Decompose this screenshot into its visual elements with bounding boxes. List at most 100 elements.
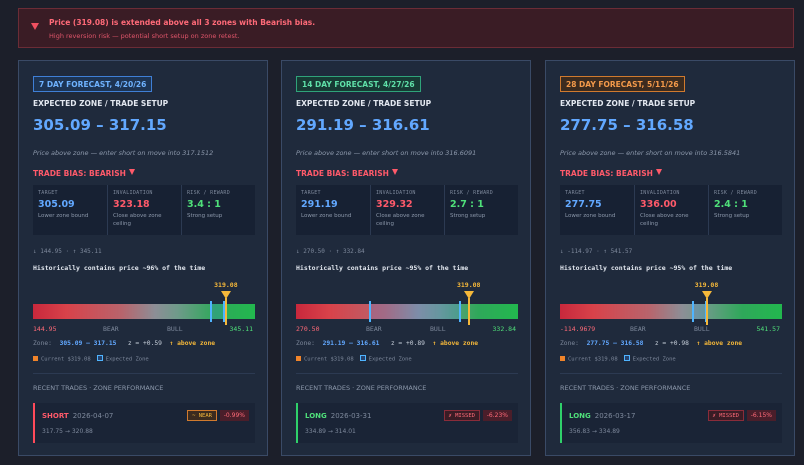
trade-row[interactable]: LONG 2026-03-31 334.89 → 314.01 ✗ MISSED … [296, 403, 518, 443]
zone-lower-edge [368, 301, 371, 322]
zone-summary-position: ↑ above zone [432, 340, 479, 347]
stat-invalidation-value: 329.32 [376, 199, 413, 210]
axis-max: 345.11 [229, 325, 253, 333]
bearish-arrow-icon [655, 169, 662, 175]
expected-zone-value: 305.09 – 317.15 [33, 116, 167, 134]
range-row: ↓ 144.95 · ↑ 345.11 [33, 248, 102, 255]
stat-rr-sub: Strong setup [450, 213, 486, 219]
axis-bull-label: BULL [694, 325, 710, 333]
stat-rr-label: RISK / REWARD [450, 190, 494, 196]
legend-current: Current $319.08 [568, 356, 618, 363]
legend-zone: Expected Zone [632, 356, 676, 363]
expected-zone-box [692, 304, 706, 319]
forecast-badge: 7 DAY FORECAST, 4/20/26 [33, 76, 153, 92]
zone-upper-edge [459, 301, 462, 322]
axis-bull-label: BULL [167, 325, 183, 333]
stat-rr-value: 2.7 : 1 [450, 199, 484, 210]
zone-summary-range: 305.09 – 317.15 [59, 340, 117, 347]
zone-note: Price above zone — enter short on move i… [560, 149, 741, 157]
stat-invalidation-label: INVALIDATION [113, 190, 153, 196]
trade-range: 334.89 → 314.01 [305, 428, 356, 435]
axis-max: 541.57 [756, 325, 780, 333]
current-swatch-icon [296, 356, 301, 361]
zone-lower-edge [209, 301, 212, 322]
stat-target-sub: Lower zone bound [301, 213, 352, 219]
stat-risk-reward: RISK / REWARD 3.4 : 1 Strong setup [181, 185, 255, 235]
zone-upper-edge [222, 301, 225, 322]
range-row: ↓ 270.50 · ↑ 332.84 [296, 248, 365, 255]
axis-min: 144.95 [33, 325, 57, 333]
historical-note: Historically contains price ~96% of the … [33, 264, 206, 272]
axis-bull-label: BULL [430, 325, 446, 333]
current-price-marker-icon [221, 291, 232, 299]
stat-target-sub: Lower zone bound [38, 213, 89, 219]
trade-stats: TARGET 277.75 Lower zone bound INVALIDAT… [560, 185, 782, 235]
axis-bear-label: BEAR [366, 325, 382, 333]
zone-bar [33, 291, 255, 325]
current-price-line [705, 298, 708, 325]
stat-target: TARGET 305.09 Lower zone bound [33, 185, 107, 235]
recent-trades-heading: RECENT TRADES · ZONE PERFORMANCE [33, 384, 164, 392]
zone-summary-range: 291.19 – 316.61 [322, 340, 380, 347]
stat-rr-value: 2.4 : 1 [714, 199, 748, 210]
zone-summary-position: ↑ above zone [169, 340, 216, 347]
stat-target-label: TARGET [38, 190, 58, 196]
zone-bar [560, 291, 782, 325]
legend: Current $319.08 Expected Zone [33, 355, 149, 363]
warning-triangle-icon [31, 23, 39, 30]
stat-rr-value: 3.4 : 1 [187, 199, 221, 210]
recent-trades-heading: RECENT TRADES · ZONE PERFORMANCE [296, 384, 427, 392]
expected-zone-value: 277.75 – 316.58 [560, 116, 694, 134]
trade-status-badge: ~ NEAR [187, 410, 217, 421]
zone-summary: Zone: 305.09 – 317.15 z = +0.59 ↑ above … [33, 340, 215, 347]
zone-bar-gradient [33, 304, 255, 319]
zone-summary-position: ↑ above zone [696, 340, 743, 347]
zone-summary-prefix: Zone: [296, 340, 315, 347]
zone-lower-edge [691, 301, 694, 322]
forecast-card-7-day: 7 DAY FORECAST, 4/20/26 EXPECTED ZONE / … [18, 60, 268, 456]
forecast-badge: 14 DAY FORECAST, 4/27/26 [296, 76, 421, 92]
zone-summary-prefix: Zone: [560, 340, 579, 347]
stat-target-label: TARGET [565, 190, 585, 196]
current-swatch-icon [560, 356, 565, 361]
trade-stats: TARGET 291.19 Lower zone bound INVALIDAT… [296, 185, 518, 235]
trade-status-badge: ✗ MISSED [443, 410, 480, 421]
forecast-card-14-day: 14 DAY FORECAST, 4/27/26 EXPECTED ZONE /… [281, 60, 531, 456]
legend-zone: Expected Zone [105, 356, 149, 363]
expected-zone-label: EXPECTED ZONE / TRADE SETUP [296, 99, 432, 108]
stat-target: TARGET 277.75 Lower zone bound [560, 185, 634, 235]
stat-invalidation-sub: Close above zone ceiling [376, 213, 425, 227]
trade-bias: TRADE BIAS: BEARISH [33, 169, 135, 178]
trade-bias-label: TRADE BIAS: BEARISH [560, 169, 653, 178]
stat-risk-reward: RISK / REWARD 2.4 : 1 Strong setup [708, 185, 782, 235]
trade-row[interactable]: SHORT 2026-04-07 317.75 → 320.88 ~ NEAR -… [33, 403, 255, 443]
current-price-label: 319.08 [456, 281, 481, 289]
current-price-line [225, 298, 228, 325]
trade-bias-label: TRADE BIAS: BEARISH [296, 169, 389, 178]
historical-note: Historically contains price ~95% of the … [560, 264, 733, 272]
expected-zone-box [369, 304, 461, 319]
zone-swatch-icon [96, 355, 103, 361]
zone-note: Price above zone — enter short on move i… [296, 149, 477, 157]
stat-target-sub: Lower zone bound [565, 213, 616, 219]
axis-bear-label: BEAR [630, 325, 646, 333]
current-price-line [467, 298, 470, 325]
zone-bar-gradient [560, 304, 782, 319]
current-price-marker-icon [701, 291, 712, 299]
legend: Current $319.08 Expected Zone [296, 355, 412, 363]
stat-rr-label: RISK / REWARD [187, 190, 231, 196]
trade-bias: TRADE BIAS: BEARISH [560, 169, 662, 178]
trade-side: LONG 2026-03-17 [569, 412, 635, 420]
stat-target-value: 291.19 [301, 199, 338, 210]
current-price-label: 319.08 [214, 281, 238, 289]
legend: Current $319.08 Expected Zone [560, 355, 676, 363]
bearish-arrow-icon [128, 169, 135, 175]
zone-summary: Zone: 277.75 – 316.58 z = +0.98 ↑ above … [560, 340, 742, 347]
stat-rr-sub: Strong setup [187, 213, 223, 219]
zone-bar [296, 291, 518, 325]
current-swatch-icon [33, 356, 38, 361]
stat-target-value: 277.75 [565, 199, 602, 210]
trade-side: SHORT 2026-04-07 [42, 412, 113, 420]
trade-row[interactable]: LONG 2026-03-17 356.83 → 334.89 ✗ MISSED … [560, 403, 782, 443]
axis-bear-label: BEAR [103, 325, 119, 333]
